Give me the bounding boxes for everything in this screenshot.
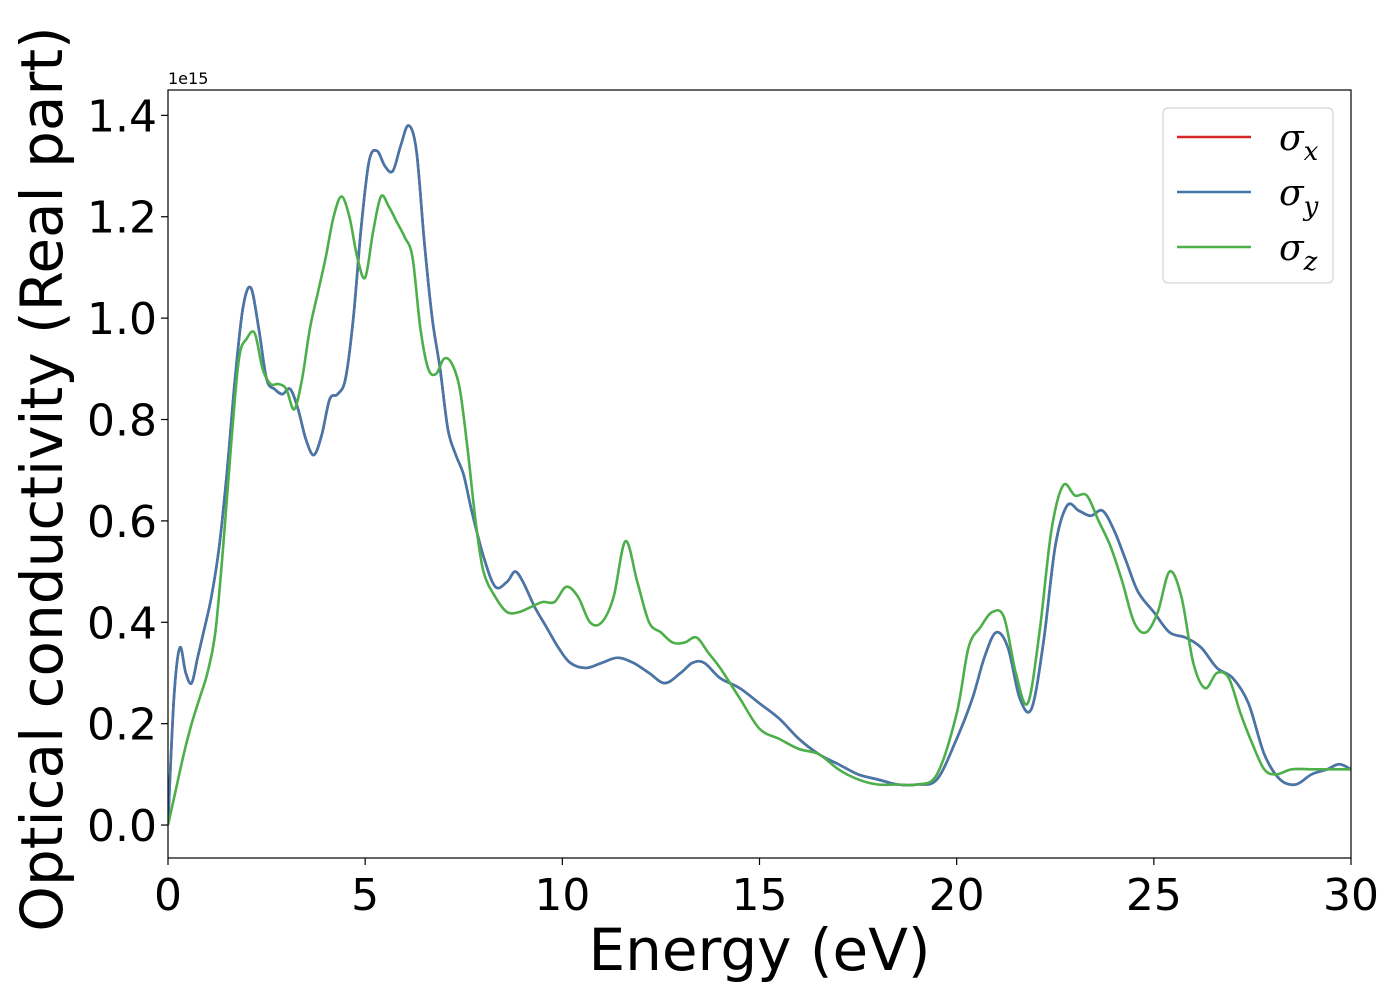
legend-label-z: σz [1279, 228, 1318, 277]
y-tick-label: 0.6 [87, 497, 157, 548]
legend-label-base: σ [1279, 173, 1305, 214]
x-tick-label: 25 [1126, 870, 1182, 921]
x-axis-ticks: 0 5 10 15 20 25 30 [154, 858, 1379, 921]
legend-label-base: σ [1279, 228, 1305, 269]
y-tick-label: 1.0 [87, 294, 157, 345]
legend-label-subscript: y [1303, 192, 1319, 222]
x-tick-label: 15 [732, 870, 788, 921]
y-axis-offset-text: 1e15 [168, 69, 208, 88]
legend-label-subscript: x [1304, 137, 1319, 167]
legend-box [1162, 107, 1334, 284]
series-line-z [168, 194, 1351, 826]
legend-label-base: σ [1279, 118, 1305, 159]
series-layer [168, 124, 1351, 826]
legend-item-y: σy [1177, 173, 1319, 222]
y-tick-label: 1.4 [87, 91, 157, 142]
legend-label-x: σx [1279, 118, 1319, 167]
x-tick-label: 10 [534, 870, 590, 921]
x-axis-label: Energy (eV) [588, 916, 930, 984]
x-tick-label: 0 [154, 870, 182, 921]
y-tick-label: 0.4 [87, 598, 157, 649]
x-tick-label: 30 [1323, 870, 1379, 921]
legend-label-subscript: z [1303, 247, 1318, 277]
y-tick-label: 0.0 [87, 801, 157, 852]
series-line-y [168, 124, 1351, 826]
legend-item-x: σx [1177, 118, 1319, 167]
y-axis-label: Optical conductivity (Real part) [8, 26, 76, 931]
x-tick-label: 20 [929, 870, 985, 921]
y-tick-label: 1.2 [87, 193, 157, 244]
y-tick-label: 0.8 [87, 396, 157, 447]
legend-item-z: σz [1177, 228, 1318, 277]
x-tick-label: 5 [351, 870, 379, 921]
y-axis-ticks: 0.0 0.2 0.4 0.6 0.8 1.0 1.2 1.4 [87, 91, 168, 852]
y-tick-label: 0.2 [87, 700, 157, 751]
legend-label-y: σy [1279, 173, 1319, 222]
